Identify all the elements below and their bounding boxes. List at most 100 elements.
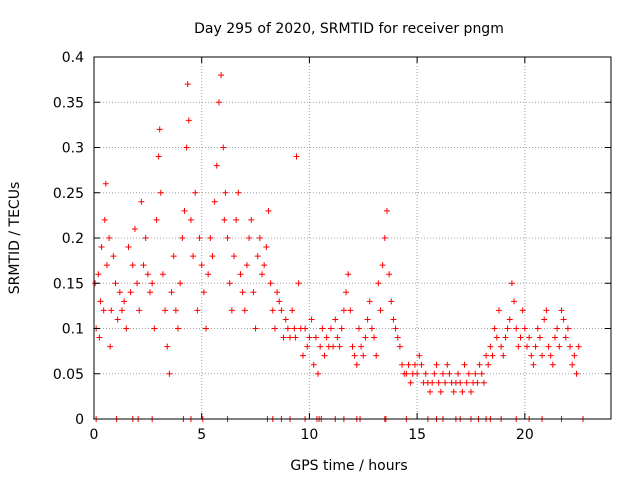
data-point: [485, 361, 492, 368]
data-point: [567, 343, 574, 350]
data-point: [463, 379, 470, 386]
data-point: [330, 343, 337, 350]
data-point: [371, 334, 378, 341]
data-point: [377, 307, 384, 314]
data-point: [543, 307, 550, 314]
data-point: [267, 280, 274, 287]
data-point: [205, 271, 212, 278]
data-point: [162, 307, 169, 314]
data-point: [156, 126, 163, 133]
data-point: [474, 379, 481, 386]
y-tick-label: 0.25: [53, 186, 84, 202]
data-point: [554, 325, 561, 332]
data-point: [200, 289, 207, 296]
data-point: [192, 189, 199, 196]
data-point: [127, 289, 134, 296]
data-point: [511, 298, 518, 305]
data-point: [396, 343, 403, 350]
data-point: [476, 361, 483, 368]
y-tick-label: 0.2: [62, 231, 84, 247]
data-point: [138, 198, 145, 205]
data-point: [327, 325, 334, 332]
data-point: [489, 352, 496, 359]
data-point: [183, 144, 190, 151]
data-point: [175, 325, 182, 332]
data-point: [321, 352, 328, 359]
data-point: [515, 343, 522, 350]
data-point: [390, 316, 397, 323]
data-point: [190, 253, 197, 260]
data-point: [317, 343, 324, 350]
data-point: [168, 289, 175, 296]
data-point: [149, 280, 156, 287]
data-point: [147, 289, 154, 296]
y-tick-label: 0.4: [62, 50, 84, 66]
data-point: [248, 216, 255, 223]
data-point: [478, 370, 485, 377]
grid: [94, 57, 611, 419]
data-point: [541, 316, 548, 323]
data-point: [289, 307, 296, 314]
data-point: [551, 334, 558, 341]
data-point: [345, 271, 352, 278]
y-tick-label: 0: [75, 412, 84, 428]
data-point: [164, 343, 171, 350]
data-point: [545, 343, 552, 350]
data-point: [312, 334, 319, 341]
data-point: [532, 343, 539, 350]
data-point: [465, 370, 472, 377]
data-point: [98, 244, 105, 251]
data-point: [562, 334, 569, 341]
data-point: [256, 235, 263, 241]
data-point: [97, 298, 104, 305]
data-point: [142, 235, 149, 241]
data-point: [422, 370, 429, 377]
data-point: [364, 316, 371, 323]
y-tick-label: 0.3: [62, 141, 84, 157]
data-point: [336, 343, 343, 350]
data-point: [295, 280, 302, 287]
data-point: [299, 352, 306, 359]
data-point: [233, 216, 240, 223]
data-point: [271, 325, 278, 332]
data-point: [418, 361, 425, 368]
data-point: [427, 388, 434, 395]
data-point: [243, 262, 250, 269]
data-point: [549, 361, 556, 368]
data-point: [472, 370, 479, 377]
data-point: [388, 298, 395, 305]
data-point: [487, 343, 494, 350]
x-axis-label: GPS time / hours: [290, 458, 407, 474]
data-point: [209, 253, 216, 260]
y-tick-label: 0.05: [53, 367, 84, 383]
data-point: [179, 235, 186, 241]
data-point: [411, 361, 418, 368]
data-point: [134, 280, 141, 287]
data-point: [125, 244, 132, 251]
data-point: [198, 262, 205, 269]
data-point: [100, 307, 107, 314]
data-point: [213, 162, 220, 169]
data-point: [259, 271, 266, 278]
data-point: [224, 235, 231, 241]
data-point: [274, 289, 281, 296]
data-point: [358, 343, 365, 350]
data-point: [207, 235, 214, 241]
data-point: [446, 370, 453, 377]
data-point: [185, 117, 192, 124]
data-point: [291, 325, 298, 332]
data-point: [461, 361, 468, 368]
data-point: [323, 334, 330, 341]
data-point: [442, 379, 449, 386]
data-point: [110, 253, 117, 260]
data-point: [116, 289, 123, 296]
data-point: [349, 343, 356, 350]
data-point: [239, 289, 246, 296]
data-point: [560, 316, 567, 323]
data-point: [534, 325, 541, 332]
data-point: [366, 298, 373, 305]
data-point: [250, 289, 257, 296]
data-point: [276, 298, 283, 305]
chart-title: Day 295 of 2020, SRMTID for receiver png…: [194, 21, 504, 37]
